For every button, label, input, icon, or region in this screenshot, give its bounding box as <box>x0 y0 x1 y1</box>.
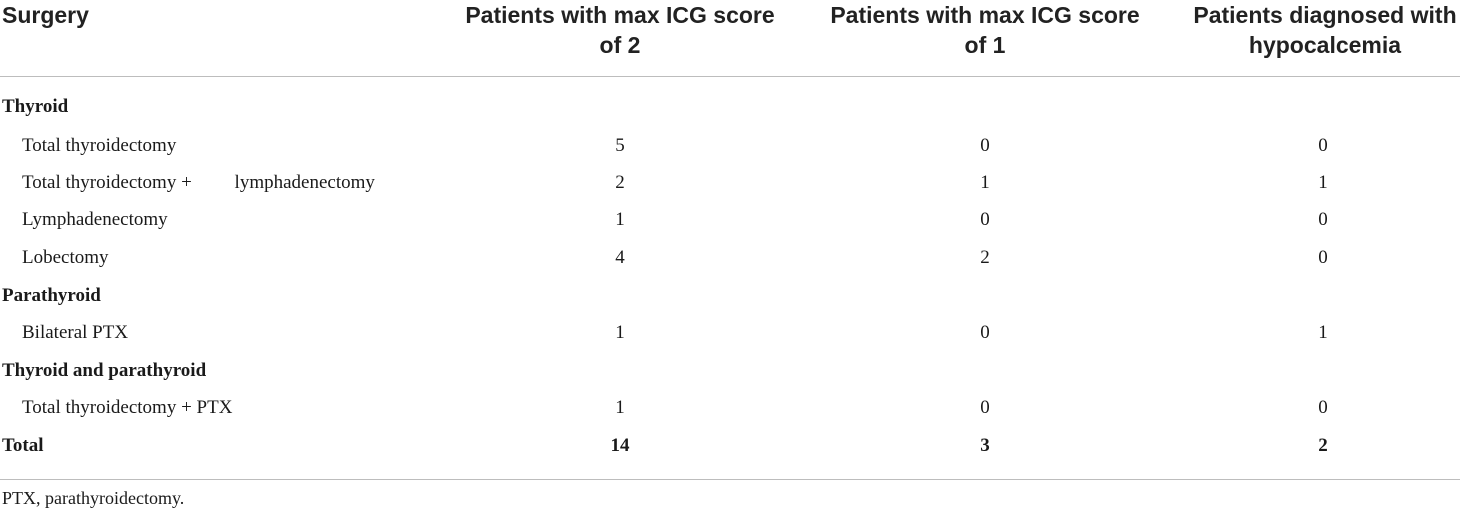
footnote: PTX, parathyroidectomy. <box>2 488 185 508</box>
cell-icg1: 0 <box>980 322 990 343</box>
header-hypocalcemia-line1: Patients diagnosed with <box>1193 2 1457 28</box>
table-row: Lymphadenectomy 1 0 0 <box>0 201 1460 238</box>
header-hypocalcemia: Patients diagnosed with hypocalcemia <box>1180 0 1460 60</box>
header-surgery: Surgery <box>2 2 89 28</box>
cell-icg2: 5 <box>615 135 625 156</box>
table-row: Lobectomy 4 2 0 <box>0 239 1460 276</box>
cell-icg1: 0 <box>980 135 990 156</box>
header-max-icg-2-line1: Patients with max ICG score <box>465 2 775 28</box>
group-row-thyroid-and-parathyroid: Thyroid and parathyroid <box>0 352 1460 389</box>
row-label: Lobectomy <box>22 247 109 268</box>
header-max-icg-1-line1: Patients with max ICG score <box>830 2 1140 28</box>
row-label: Total thyroidectomy + PTX <box>22 397 233 418</box>
cell-hypocalcemia: 1 <box>1318 322 1328 343</box>
cell-icg2: 1 <box>615 397 625 418</box>
cell-icg1: 3 <box>980 435 990 456</box>
cell-hypocalcemia: 1 <box>1318 172 1328 193</box>
cell-icg2: 1 <box>615 209 625 230</box>
footer-divider <box>0 479 1460 480</box>
cell-hypocalcemia: 0 <box>1318 397 1328 418</box>
cell-hypocalcemia: 0 <box>1318 247 1328 268</box>
row-label: Total thyroidectomy + lymphadenectomy <box>22 172 375 193</box>
table-row: Bilateral PTX 1 0 1 <box>0 314 1460 351</box>
header-divider <box>0 76 1460 77</box>
header-hypocalcemia-line2: hypocalcemia <box>1248 32 1402 58</box>
cell-icg2: 14 <box>610 435 630 456</box>
header-max-icg-2-line2: of 2 <box>599 32 641 58</box>
table-row: Total thyroidectomy + lymphadenectomy 2 … <box>0 164 1460 201</box>
cell-hypocalcemia: 2 <box>1318 435 1328 456</box>
cell-icg1: 1 <box>980 172 990 193</box>
table-row: Total thyroidectomy + PTX 1 0 0 <box>0 389 1460 426</box>
cell-hypocalcemia: 0 <box>1318 209 1328 230</box>
row-label: Total <box>2 435 44 456</box>
cell-icg2: 4 <box>615 247 625 268</box>
cell-icg2: 1 <box>615 322 625 343</box>
header-max-icg-1: Patients with max ICG score of 1 <box>810 0 1160 60</box>
row-label: Lymphadenectomy <box>22 209 168 230</box>
row-label: Parathyroid <box>2 285 101 306</box>
row-label: Thyroid <box>2 96 69 117</box>
cell-hypocalcemia: 0 <box>1318 135 1328 156</box>
cell-icg1: 2 <box>980 247 990 268</box>
group-row-thyroid: Thyroid <box>0 88 1460 125</box>
group-row-parathyroid: Parathyroid <box>0 277 1460 314</box>
row-label: Total thyroidectomy <box>22 135 177 156</box>
cell-icg1: 0 <box>980 397 990 418</box>
cell-icg2: 2 <box>615 172 625 193</box>
row-label: Thyroid and parathyroid <box>2 360 207 381</box>
cell-icg1: 0 <box>980 209 990 230</box>
header-max-icg-2: Patients with max ICG score of 2 <box>440 0 800 60</box>
table-row: Total thyroidectomy 5 0 0 <box>0 127 1460 164</box>
total-row: Total 14 3 2 <box>0 427 1460 464</box>
header-max-icg-1-line2: of 1 <box>964 32 1006 58</box>
row-label: Bilateral PTX <box>22 322 129 343</box>
